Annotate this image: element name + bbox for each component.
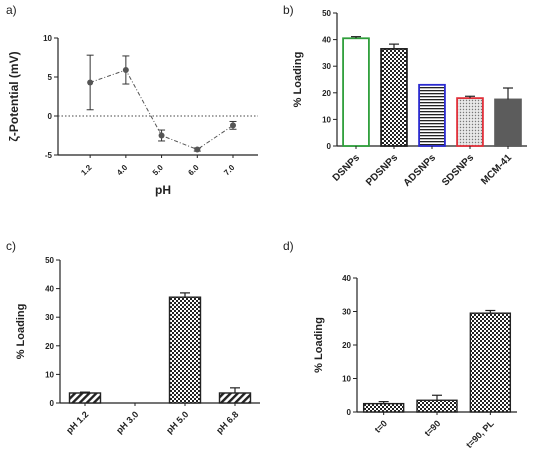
bar [416,399,458,413]
bar [342,37,370,147]
data-point [158,132,165,139]
bar [68,392,102,404]
data-point [87,79,94,86]
data-point [230,122,236,129]
y-tick-label: 30 [45,313,54,322]
x-tick-label: 7.0 [222,163,237,178]
x-tick-label: t=90, PL [464,418,496,450]
panel-label-a: a) [6,3,17,17]
y-tick-label: 40 [45,285,54,294]
y-axis-label: % Loading [313,317,325,373]
x-tick-label: PDSNPs [364,152,400,188]
bar [469,312,512,413]
y-tick-label: 10 [322,115,331,124]
y-tick-label: 40 [342,274,351,283]
y-tick-label: 40 [322,36,331,45]
bar [380,48,408,147]
y-tick-label: 0 [327,142,332,151]
panel-label-c: c) [6,239,16,253]
y-tick-label: 30 [322,62,331,71]
y-axis-label: % Loading [15,304,27,360]
bar [218,392,252,404]
x-tick-label: t=90 [422,418,442,438]
bar [168,296,202,404]
y-tick-label: 10 [342,375,351,384]
chart-panel-d: 0 10 20 30 40 t=0 t=90 t=90, PL % Loading [313,274,517,450]
data-point [194,146,201,153]
y-tick-label: 20 [342,341,351,350]
bar [494,98,522,147]
data-point [122,66,129,73]
x-tick-label: 1.2 [79,163,94,178]
x-tick-label: 5.0 [151,163,166,178]
chart-panel-c: 0 10 20 30 40 50 pH 1.2 pH 3.0 pH 5.0 pH 6.8 % Loa… [15,256,260,436]
x-tick-label: SDSNPs [440,152,476,188]
y-tick-label: -5 [45,151,53,160]
x-tick-label: ADSNPs [402,152,439,189]
y-tick-label: 50 [322,9,331,18]
chart-panel-b: 0 10 20 30 40 50 DSNPs PDSNPs ADSNPs SDSNPs MCM-41… [292,9,527,189]
y-tick-label: 30 [342,308,351,317]
y-tick-label: 0 [347,408,352,417]
x-tick-label: t=0 [373,418,389,434]
y-tick-label: 20 [45,342,54,351]
y-tick-label: 10 [43,34,52,43]
y-tick-label: 0 [48,112,53,121]
y-tick-label: 5 [48,73,53,82]
x-tick-label: MCM-41 [479,152,514,187]
x-tick-label: pH 5.0 [164,409,190,435]
bar [362,402,405,413]
y-axis-label: ζ-Potential (mV) [7,51,21,141]
chart-panel-a: 10 5 0 -5 1.2 4.0 5.0 6.0 7.0 ζ-Potential (mV) pH [7,34,258,197]
y-tick-label: 20 [322,89,331,98]
panel-label-d: d) [283,239,294,253]
bar [456,97,484,147]
y-tick-label: 50 [45,256,54,265]
x-tick-label: pH 3.0 [114,409,140,435]
x-tick-label: pH 1.2 [64,409,90,435]
x-tick-label: pH 6.8 [214,409,240,435]
bar [418,83,446,147]
y-axis-label: % Loading [292,52,304,108]
x-tick-label: 4.0 [115,163,130,178]
x-tick-label: DSNPs [331,152,363,184]
y-tick-label: 10 [45,370,54,379]
panel-label-b: b) [283,3,294,17]
y-tick-label: 0 [50,399,55,408]
x-axis-label: pH [155,183,171,197]
series-line [89,69,234,151]
x-tick-label: 6.0 [186,163,201,178]
